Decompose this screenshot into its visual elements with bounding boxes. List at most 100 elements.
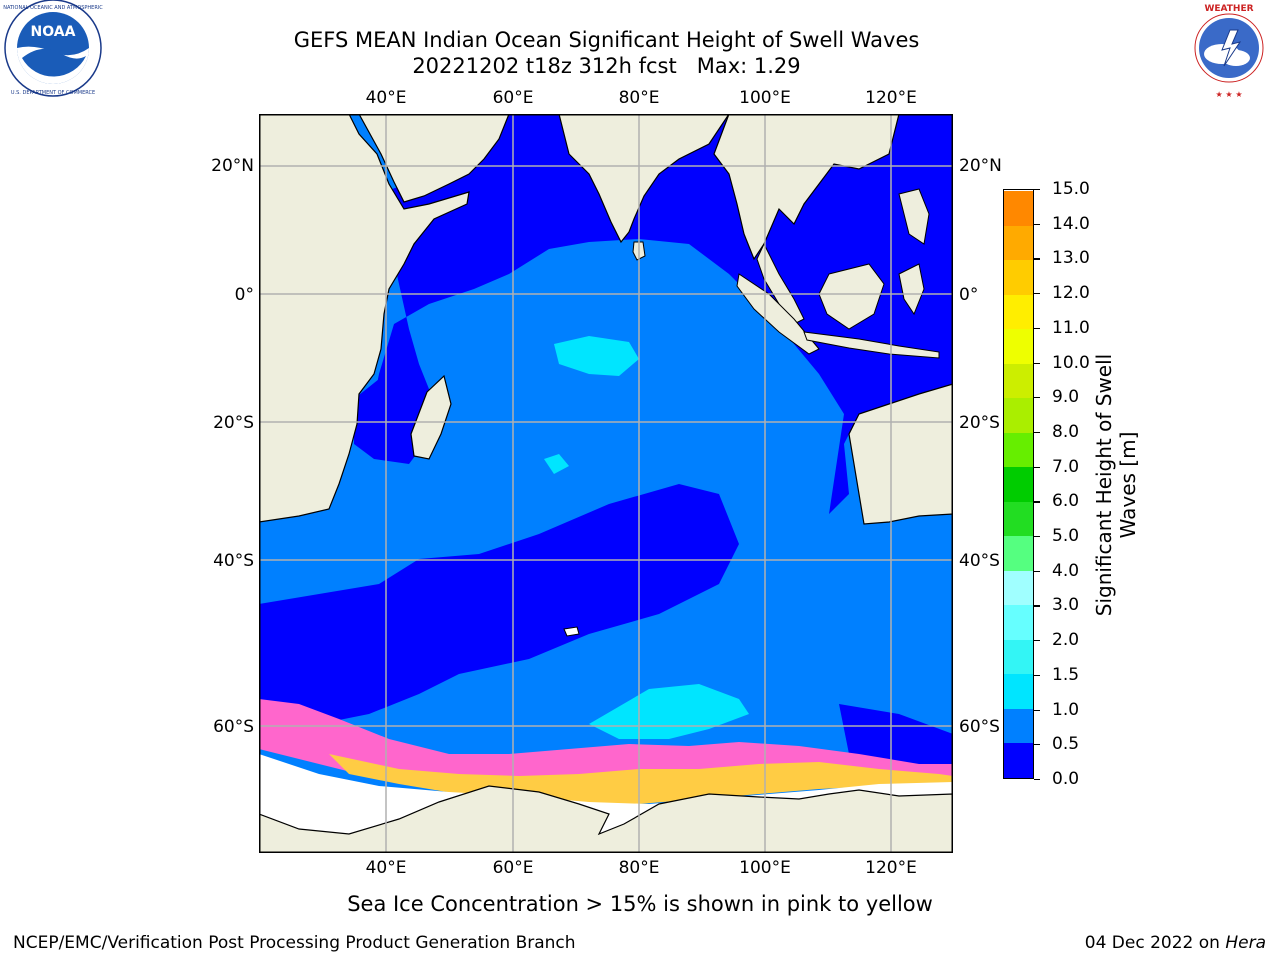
colorbar-segment: [1004, 604, 1033, 640]
swell-high-patch-mid: [544, 454, 569, 474]
colorbar-segment: [1004, 639, 1033, 675]
colorbar-tick-mark: [1034, 362, 1040, 364]
colorbar: [1003, 189, 1034, 779]
southeast-asia-land: [713, 114, 900, 261]
colorbar-tick-label: 9.0: [1052, 387, 1080, 408]
colorbar-tick-label: 2.0: [1052, 630, 1080, 651]
colorbar-segment: [1004, 225, 1033, 261]
colorbar-tick-mark: [1034, 536, 1040, 538]
colorbar-tick-label: 1.5: [1052, 664, 1080, 685]
kerguelen-island: [563, 626, 580, 637]
colorbar-tick-mark: [1034, 570, 1040, 572]
lat-label-left: 40°S: [213, 551, 254, 571]
colorbar-segment: [1004, 432, 1033, 468]
svg-text:NATIONAL OCEANIC AND ATMOSPHER: NATIONAL OCEANIC AND ATMOSPHERIC: [3, 5, 103, 11]
colorbar-tick-label: 1.0: [1052, 699, 1080, 720]
sulawesi-land: [898, 263, 925, 316]
lon-label-bottom: 40°E: [365, 858, 407, 878]
colorbar-tick-mark: [1034, 293, 1040, 295]
colorbar-tick-mark: [1034, 258, 1040, 260]
colorbar-tick-mark: [1034, 605, 1040, 607]
graticule: [259, 114, 953, 853]
colorbar-tick-label: 12.0: [1052, 283, 1090, 304]
lat-label-right: 0°: [959, 285, 979, 305]
colorbar-tick-label: 15.0: [1052, 179, 1090, 199]
footer-credit: NCEP/EMC/Verification Post Processing Pr…: [13, 933, 576, 953]
lat-label-right: 40°S: [959, 551, 1000, 571]
africa-land: [259, 114, 470, 523]
svg-text:U.S. DEPARTMENT OF COMMERCE: U.S. DEPARTMENT OF COMMERCE: [11, 90, 95, 96]
colorbar-tick-mark: [1034, 466, 1040, 468]
colorbar-segment: [1004, 570, 1033, 606]
colorbar-tick-label: 5.0: [1052, 526, 1080, 547]
ocean-low-swell-south: [259, 484, 739, 729]
colorbar-tick-label: 4.0: [1052, 560, 1080, 581]
lat-label-left: 60°S: [213, 717, 254, 737]
colorbar-segment: [1004, 673, 1033, 709]
colorbar-tick-label: 14.0: [1052, 213, 1090, 234]
colorbar-tick-mark: [1034, 397, 1040, 399]
lat-label-left: 20°S: [213, 413, 254, 433]
australia-land: [848, 383, 953, 525]
colorbar-segment: [1004, 259, 1033, 295]
lat-label-right: 60°S: [959, 717, 1000, 737]
ocean-low-swell-south-east: [839, 704, 953, 769]
map-frame: [259, 114, 953, 853]
nws-logo: WEATHER ★ ★ ★: [1183, 2, 1275, 99]
sea-ice-caption: Sea Ice Concentration > 15% is shown in …: [347, 892, 933, 916]
lon-label-bottom: 60°E: [492, 858, 534, 878]
colorbar-tick-mark: [1034, 189, 1040, 191]
colorbar-segment: [1004, 742, 1033, 778]
colorbar-tick-label: 0.0: [1052, 769, 1080, 789]
colorbar-tick-mark: [1034, 779, 1040, 781]
lon-label-top: 80°E: [618, 88, 660, 108]
colorbar-tick-label: 13.0: [1052, 248, 1090, 269]
colorbar-segment: [1004, 190, 1033, 226]
lat-label-right: 20°N: [959, 156, 1002, 176]
philippines-land: [898, 188, 930, 245]
colorbar-title: Significant Height of Swell Waves [m]: [1092, 353, 1140, 617]
footer-date-text: 04 Dec 2022 on: [1084, 933, 1226, 953]
footer-date: 04 Dec 2022 on Hera: [1085, 932, 1266, 954]
map-canvas: [259, 114, 953, 853]
lon-label-top: 60°E: [492, 88, 534, 108]
colorbar-segment: [1004, 466, 1033, 502]
colorbar-segment: [1004, 397, 1033, 433]
lat-label-right: 20°S: [959, 413, 1000, 433]
colorbar-tick-mark: [1034, 327, 1040, 329]
lat-label-left: 0°: [234, 285, 254, 305]
lon-label-top: 40°E: [365, 88, 407, 108]
colorbar-segment: [1004, 708, 1033, 744]
colorbar-tick-mark: [1034, 223, 1040, 225]
lon-label-top: 120°E: [865, 88, 917, 108]
colorbar-tick-mark: [1034, 431, 1040, 434]
colorbar-tick-label: 7.0: [1052, 456, 1080, 477]
colorbar-tick-mark: [1034, 501, 1040, 503]
lon-label-bottom: 100°E: [739, 858, 791, 878]
colorbar-segment: [1004, 328, 1033, 364]
noaa-logo: NOAA NATIONAL OCEANIC AND ATMOSPHERIC U.…: [3, 0, 103, 97]
colorbar-tick-label: 10.0: [1052, 352, 1090, 373]
colorbar-segment: [1004, 294, 1033, 330]
colorbar-tick-label: 6.0: [1052, 491, 1080, 512]
colorbar-tick-label: 11.0: [1052, 317, 1090, 338]
colorbar-tick-label: 8.0: [1052, 421, 1080, 442]
lat-label-left: 20°N: [211, 156, 254, 176]
madagascar-land: [410, 374, 452, 460]
colorbar-segment: [1004, 535, 1033, 571]
india-land: [558, 114, 730, 244]
colorbar-tick-mark: [1034, 640, 1040, 642]
lon-label-bottom: 120°E: [865, 858, 917, 878]
lon-label-bottom: 80°E: [618, 858, 660, 878]
antarctica-land: [259, 785, 953, 853]
java-land: [803, 331, 940, 359]
colorbar-tick-mark: [1034, 709, 1040, 711]
swell-high-patch-central: [554, 336, 639, 376]
svg-text:★ ★ ★: ★ ★ ★: [1215, 90, 1242, 99]
svg-text:WEATHER: WEATHER: [1204, 4, 1253, 14]
chart-title: GEFS MEAN Indian Ocean Significant Heigh…: [293, 28, 920, 52]
arabia-land: [358, 114, 510, 203]
chart-subtitle: 20221202 t18z 312h fcst Max: 1.29: [412, 54, 801, 78]
svg-text:NOAA: NOAA: [31, 24, 76, 40]
map-panel: [259, 114, 953, 853]
